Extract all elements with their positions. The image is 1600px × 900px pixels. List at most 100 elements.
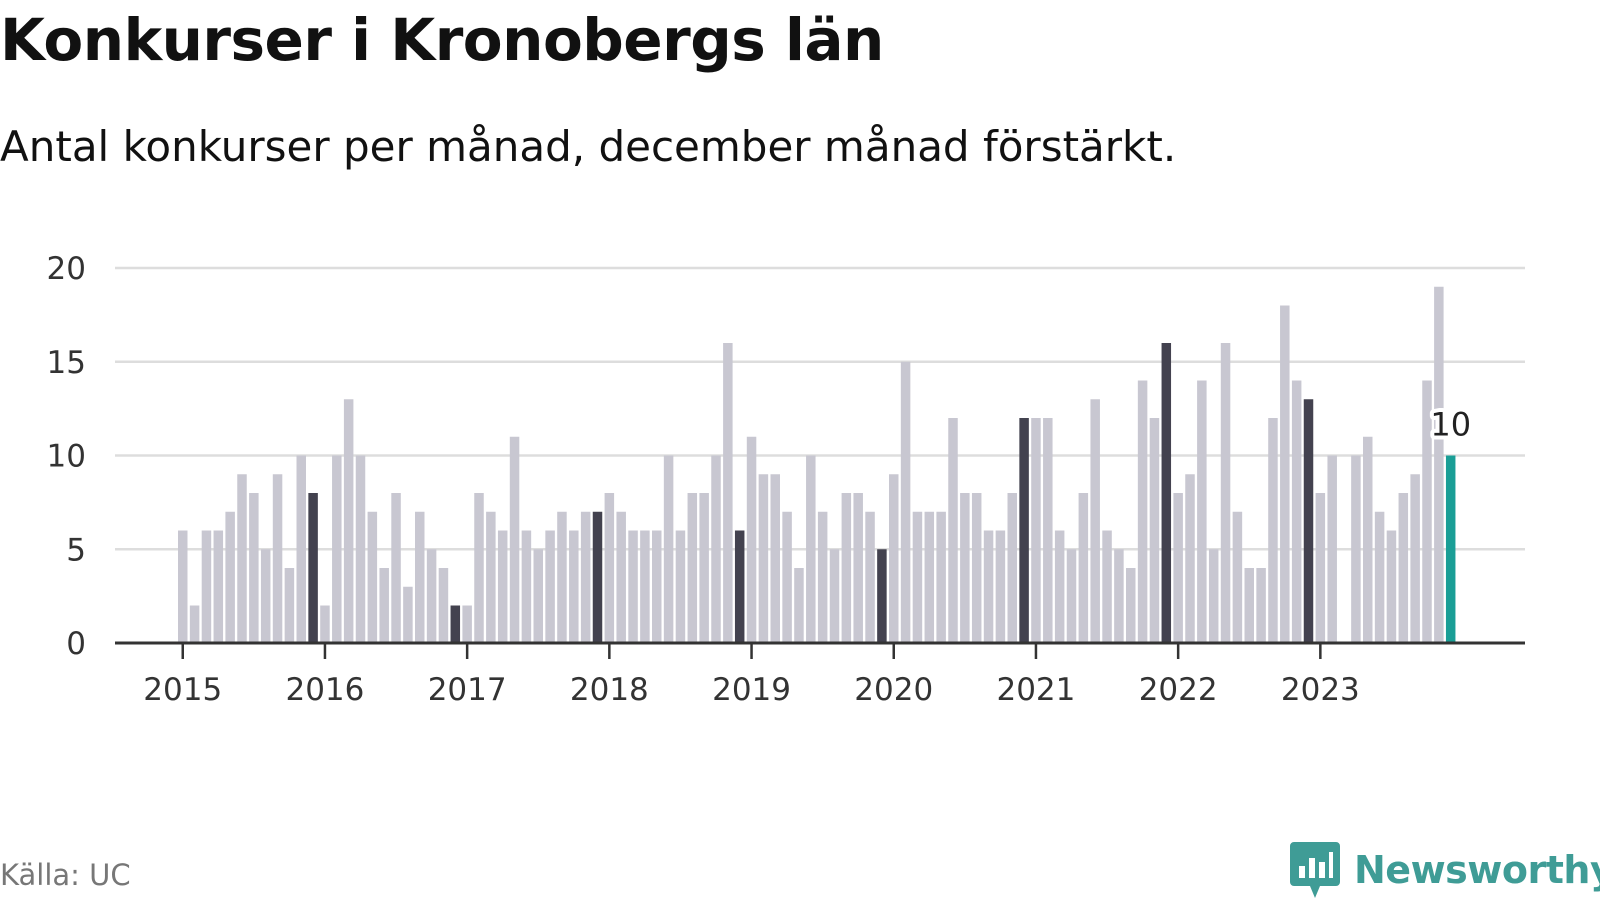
bar	[699, 493, 709, 643]
bar	[1445, 455, 1456, 643]
bar	[889, 474, 899, 643]
bar	[580, 511, 591, 643]
bar	[841, 493, 852, 643]
bar	[201, 530, 212, 643]
bar	[1090, 399, 1100, 643]
bar	[225, 511, 235, 643]
bar	[1351, 455, 1361, 643]
bar	[379, 568, 389, 643]
bar	[497, 530, 508, 643]
x-tick-label: 2022	[1139, 672, 1218, 708]
bar	[1291, 380, 1302, 643]
bar	[723, 343, 733, 643]
bar	[877, 549, 887, 643]
bar	[1102, 530, 1112, 643]
source-note: Källa: UC	[0, 858, 131, 892]
bar	[557, 511, 567, 643]
bar	[1410, 474, 1420, 643]
bar	[343, 399, 354, 643]
bar	[1280, 305, 1290, 643]
bar	[1019, 418, 1029, 643]
bar	[1303, 399, 1314, 643]
bar	[260, 549, 271, 643]
bar-chart: 0 5 10 15 20 2015 2016 2017 2018 2019 2020 2021 202…	[47, 251, 1525, 708]
bar	[355, 455, 366, 643]
bar	[332, 455, 342, 643]
bar	[971, 493, 982, 643]
x-tick-label: 2015	[143, 672, 222, 708]
bar	[462, 605, 472, 643]
brand: Newsworthy	[1290, 842, 1600, 898]
bar	[960, 493, 970, 643]
bar	[284, 568, 295, 643]
bar	[1149, 418, 1160, 643]
bar	[415, 511, 425, 643]
bar	[1054, 530, 1065, 643]
bar	[734, 530, 745, 643]
bar	[663, 455, 674, 643]
bar	[640, 530, 650, 643]
bar	[545, 530, 555, 643]
bar	[367, 511, 378, 643]
bar	[533, 549, 543, 643]
bar	[189, 605, 200, 643]
bar	[450, 605, 461, 643]
bar	[308, 493, 318, 643]
x-tick-label: 2021	[996, 672, 1075, 708]
bar	[1078, 493, 1089, 643]
y-tick-label: 10	[47, 439, 86, 475]
bar	[995, 530, 1006, 643]
bar	[1007, 493, 1017, 643]
bar	[746, 436, 757, 643]
bar	[426, 549, 437, 643]
x-tick-label: 2018	[570, 672, 649, 708]
bar	[1244, 568, 1254, 643]
bar	[1315, 493, 1326, 643]
bar	[521, 530, 532, 643]
bar	[628, 530, 638, 643]
bar	[1327, 455, 1337, 643]
bar	[178, 530, 188, 643]
bar	[1185, 474, 1195, 643]
bar	[983, 530, 994, 643]
bar	[1398, 493, 1409, 643]
y-tick-label: 0	[66, 626, 86, 662]
bar	[509, 436, 520, 643]
bar	[948, 418, 958, 643]
x-tick-label: 2017	[428, 672, 507, 708]
annotations: 10	[1426, 402, 1475, 448]
bar	[403, 586, 413, 643]
bar	[782, 511, 792, 643]
bar	[1422, 380, 1432, 643]
x-tick-label: 2020	[854, 672, 933, 708]
bar	[438, 568, 449, 643]
bar	[1268, 418, 1278, 643]
bars	[178, 286, 1456, 643]
brand-name: Newsworthy	[1354, 848, 1600, 892]
bar	[249, 493, 259, 643]
bar	[1363, 436, 1373, 643]
gridlines	[115, 266, 1525, 551]
value-label: 10	[1430, 406, 1471, 444]
bar	[320, 605, 330, 643]
bar	[711, 455, 721, 643]
bar	[806, 455, 816, 643]
bar	[900, 361, 911, 643]
bar	[1374, 511, 1385, 643]
bar	[853, 493, 863, 643]
y-tick-label: 15	[47, 345, 86, 381]
bar	[391, 493, 401, 643]
bar	[237, 474, 247, 643]
bar	[924, 511, 935, 643]
bar	[1066, 549, 1077, 643]
bar	[829, 549, 840, 643]
bar	[569, 530, 579, 643]
bar	[817, 511, 828, 643]
bar	[1256, 568, 1266, 643]
bar	[936, 511, 946, 643]
bar	[1161, 343, 1172, 643]
bar	[604, 493, 615, 643]
bar	[675, 530, 686, 643]
y-tick-label: 20	[47, 251, 86, 287]
bar	[474, 493, 484, 643]
